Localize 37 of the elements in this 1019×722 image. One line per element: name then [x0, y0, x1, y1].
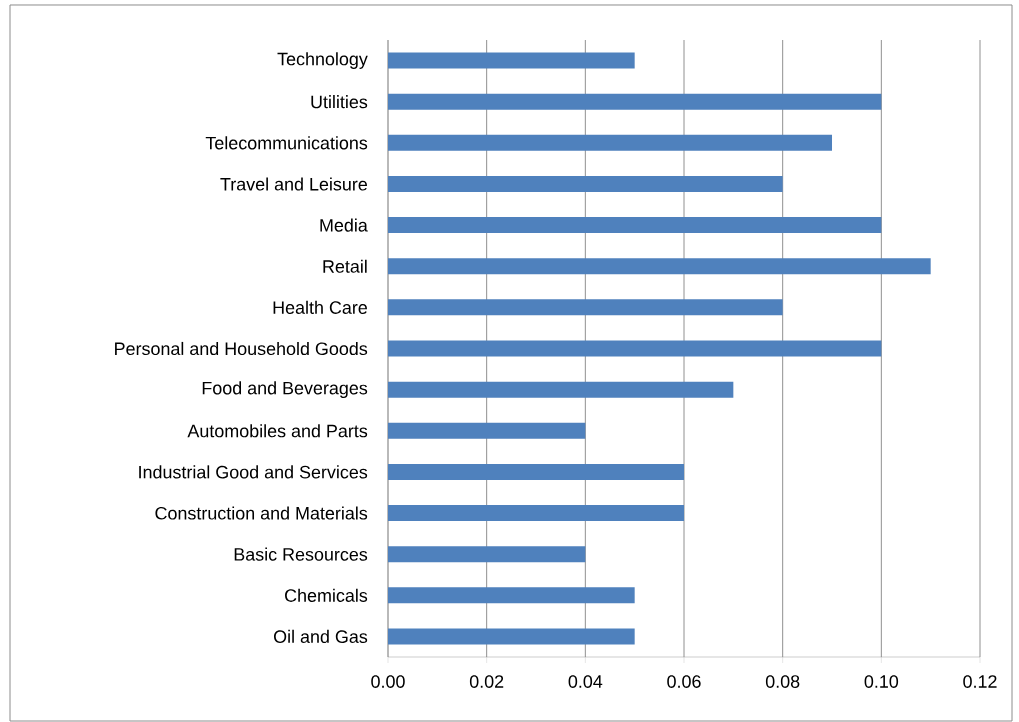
- bar: [388, 52, 635, 69]
- y-tick-label: Utilities: [311, 95, 368, 109]
- y-tick-label: Health Care: [273, 300, 367, 314]
- y-tick-label: Technology: [277, 52, 368, 69]
- bar: [388, 93, 882, 110]
- x-tick-label: 0.02: [469, 675, 504, 688]
- y-tick-label: Construction and Materials: [155, 506, 368, 520]
- y-tick-label: Industrial Good and Services: [139, 465, 368, 479]
- x-tick-label: 0.10: [864, 675, 899, 688]
- bar: [388, 381, 734, 398]
- bar: [388, 546, 586, 563]
- bar: [388, 258, 931, 275]
- y-tick-label: Telecommunications: [205, 136, 368, 150]
- y-tick-label: Basic Resources: [234, 547, 368, 561]
- y-tick-label: Personal and Household Goods: [115, 341, 368, 356]
- x-tick-label: 0.12: [963, 675, 997, 688]
- x-tick-label: 0.06: [667, 675, 701, 688]
- bar: [388, 134, 833, 151]
- bar: [388, 587, 635, 604]
- y-tick-label: Oil and Gas: [273, 629, 368, 644]
- y-tick-label: Travel and Leisure: [220, 177, 367, 191]
- y-tick-label: Food and Beverages: [202, 381, 368, 398]
- y-tick-label: Retail: [323, 259, 367, 273]
- bar: [388, 217, 882, 234]
- x-tick-label: 0.08: [765, 675, 800, 688]
- bar: [388, 422, 586, 439]
- bar: [388, 175, 783, 192]
- bar: [388, 505, 684, 522]
- bar: [388, 463, 684, 480]
- bar: [388, 628, 635, 645]
- x-tick-label: 0.04: [568, 675, 603, 688]
- y-tick-label: Chemicals: [285, 588, 368, 602]
- x-tick-label: 0.00: [371, 675, 405, 688]
- bar: [388, 299, 783, 316]
- y-tick-label: Automobiles and Parts: [187, 424, 368, 438]
- y-tick-label: Media: [320, 218, 368, 232]
- bar: [388, 340, 882, 357]
